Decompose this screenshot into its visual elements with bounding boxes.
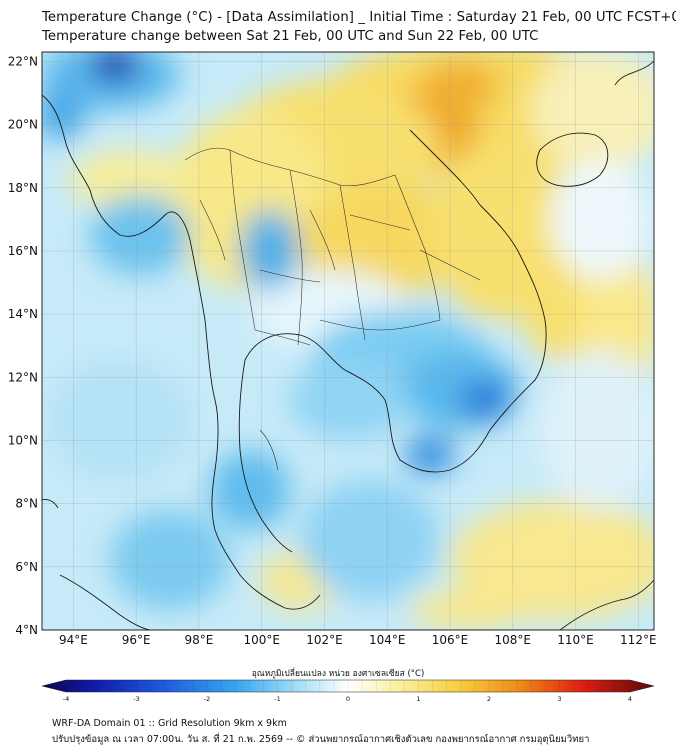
colorbar-ticks: -4 -3 -2 -1 0 1 2 3 4 (63, 680, 632, 703)
map-title: Temperature Change (°C) - [Data Assimila… (42, 10, 676, 25)
colorbar-tick-label: 3 (557, 695, 561, 703)
lat-tick-label: 10°N (8, 433, 38, 447)
lon-tick-label: 110°E (557, 633, 594, 647)
temperature-field (42, 52, 654, 630)
admin-borders (184, 147, 481, 471)
colorbar-title: อุณหภูมิเปลี่ยนแปลง หน่วย องศาเซลเซียส (… (251, 669, 425, 679)
colorbar-tick-label: 0 (346, 695, 350, 703)
colorbar-tick-label: -4 (63, 695, 69, 703)
lat-tick-label: 12°N (8, 370, 38, 384)
lat-tick-label: 14°N (8, 307, 38, 321)
longitude-labels: 94°E 96°E 98°E 100°E 102°E 104°E 106°E 108°E 110… (59, 633, 657, 647)
lon-tick-label: 98°E (184, 633, 213, 647)
map-frame (41, 51, 655, 631)
colorbar-tick-label: -3 (133, 695, 139, 703)
map-subtitle: Temperature change between Sat 21 Feb, 0… (42, 29, 539, 44)
colorbar-tick-label: -1 (274, 695, 280, 703)
lat-lon-grid (42, 52, 654, 630)
colorbar-tick-label: -2 (204, 695, 210, 703)
lat-tick-label: 6°N (15, 560, 38, 574)
lat-tick-label: 20°N (8, 118, 38, 132)
lat-tick-label: 18°N (8, 181, 38, 195)
lon-tick-label: 94°E (59, 633, 88, 647)
lat-tick-label: 16°N (8, 244, 38, 258)
colorbar-tick-label: 4 (628, 695, 632, 703)
lon-tick-label: 96°E (122, 633, 151, 647)
coastlines (42, 60, 654, 630)
lat-tick-label: 4°N (15, 623, 38, 637)
lon-tick-label: 100°E (243, 633, 280, 647)
footer-credit: ปรับปรุงข้อมูล ณ เวลา 07:00น. วัน ส. ที่… (52, 734, 590, 745)
lat-tick-label: 22°N (8, 54, 38, 68)
lon-tick-label: 112°E (620, 633, 657, 647)
footer-model-info: WRF-DA Domain 01 :: Grid Resolution 9km … (52, 718, 287, 729)
lat-tick-label: 8°N (15, 497, 38, 511)
colorbar-tick-label: 1 (416, 695, 420, 703)
latitude-labels: 22°N 20°N 18°N 16°N 14°N 12°N 10°N 8°N 6°N 4°N (8, 54, 38, 637)
lon-tick-label: 108°E (495, 633, 532, 647)
colorbar: -4 -3 -2 -1 0 1 2 3 4 (41, 679, 655, 703)
lon-tick-label: 106°E (432, 633, 469, 647)
colorbar-tick-label: 2 (487, 695, 491, 703)
lon-tick-label: 104°E (369, 633, 406, 647)
lon-tick-label: 102°E (306, 633, 343, 647)
colorbar-body (41, 679, 655, 693)
